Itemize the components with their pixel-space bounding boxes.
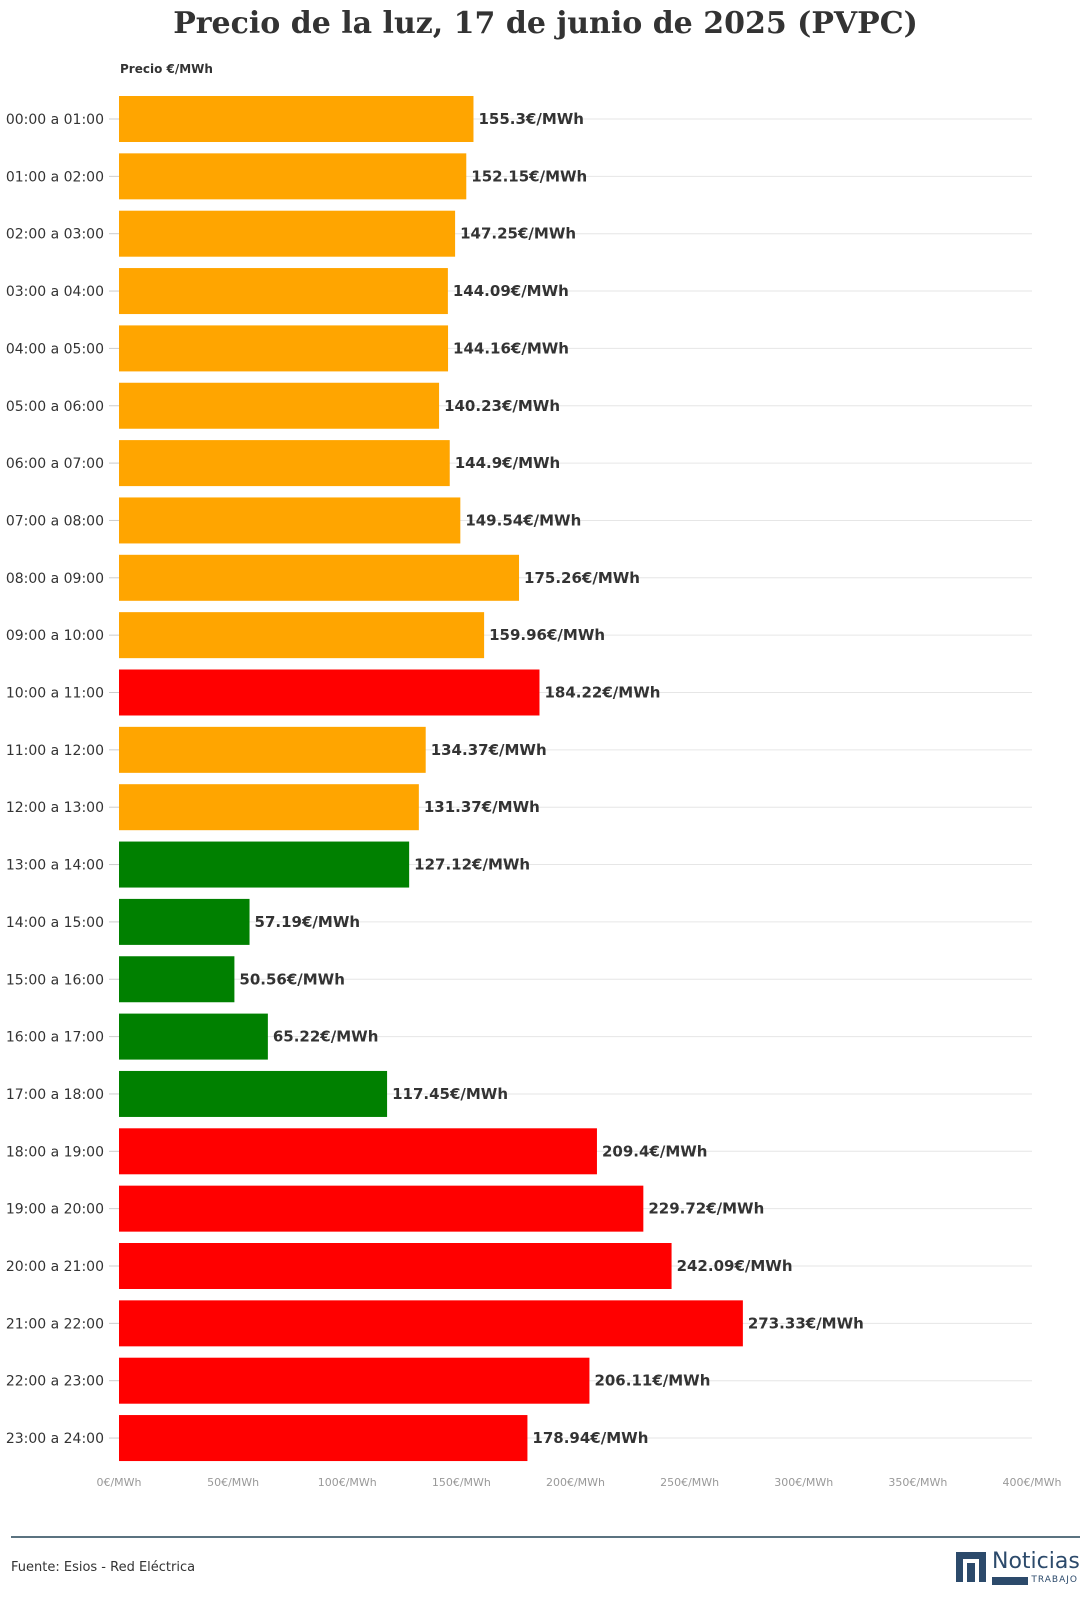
category-label: 04:00 a 05:00 [6,341,104,357]
bar [119,612,485,659]
data-label: 184.22€/MWh [544,684,660,702]
x-tick-label: 250€/MWh [660,1476,719,1489]
data-label: 131.37€/MWh [424,798,540,816]
bar [119,1128,597,1175]
bar [119,1243,672,1289]
data-label: 229.72€/MWh [648,1200,764,1218]
category-label: 19:00 a 20:00 [6,1202,104,1218]
x-tick-label: 150€/MWh [432,1476,491,1489]
data-label: 144.09€/MWh [453,282,569,300]
category-label: 10:00 a 11:00 [6,686,104,702]
bar [119,497,461,544]
bar [119,96,474,142]
bar [119,841,410,888]
bar [119,726,426,773]
category-label: 23:00 a 24:00 [6,1431,104,1447]
y-axis-title: Precio €/MWh [120,62,213,76]
data-label: 147.25€/MWh [460,225,576,243]
logo-icon [956,1552,986,1582]
category-label: 18:00 a 19:00 [6,1144,104,1160]
brand-logo: Noticias TRABAJO [956,1550,1080,1590]
bar [119,669,540,716]
category-label: 00:00 a 01:00 [6,112,104,128]
logo-subtitle: TRABAJO [1028,1575,1078,1586]
logo-name: Noticias [992,1549,1080,1574]
category-label: 01:00 a 02:00 [6,169,104,185]
logo-subtitle-bar: TRABAJO [992,1575,1078,1586]
data-label: 273.33€/MWh [748,1314,864,1332]
x-tick-label: 0€/MWh [96,1476,141,1489]
bar [119,210,456,257]
footer-divider [11,1536,1080,1538]
bar [119,1415,528,1462]
category-label: 20:00 a 21:00 [6,1259,104,1275]
bar [119,554,520,601]
bar [119,325,449,372]
data-label: 159.96€/MWh [489,626,605,644]
data-label: 140.23€/MWh [444,397,560,415]
bar [119,956,235,1003]
data-label: 209.4€/MWh [602,1142,708,1160]
category-label: 22:00 a 23:00 [6,1374,104,1390]
x-tick-label: 100€/MWh [318,1476,377,1489]
category-label: 09:00 a 10:00 [6,628,104,644]
data-label: 152.15€/MWh [471,167,587,185]
data-label: 144.9€/MWh [455,454,561,472]
data-label: 65.22€/MWh [273,1028,379,1046]
x-tick-label: 200€/MWh [546,1476,605,1489]
category-label: 03:00 a 04:00 [6,284,104,300]
category-label: 13:00 a 14:00 [6,858,104,874]
source-note: Fuente: Esios - Red Eléctrica [11,1560,196,1575]
bar [119,153,467,200]
data-label: 155.3€/MWh [478,110,584,128]
category-label: 15:00 a 16:00 [6,972,104,988]
bar [119,1013,268,1060]
category-label: 11:00 a 12:00 [6,743,104,759]
x-tick-label: 350€/MWh [888,1476,947,1489]
category-label: 17:00 a 18:00 [6,1087,104,1103]
bar [119,440,450,487]
bar [119,784,419,831]
bar [119,1357,590,1404]
data-label: 57.19€/MWh [255,913,361,931]
data-label: 134.37€/MWh [431,741,547,759]
bar [119,898,250,945]
data-label: 127.12€/MWh [414,856,530,874]
category-label: 05:00 a 06:00 [6,399,104,415]
category-label: 02:00 a 03:00 [6,227,104,243]
data-label: 149.54€/MWh [465,511,581,529]
category-label: 21:00 a 22:00 [6,1316,104,1332]
data-label: 117.45€/MWh [392,1085,508,1103]
bar [119,1185,644,1232]
data-label: 206.11€/MWh [594,1372,710,1390]
data-label: 242.09€/MWh [677,1257,793,1275]
data-label: 175.26€/MWh [524,569,640,587]
bar [119,1300,743,1347]
bar [119,268,448,315]
bar [119,382,440,429]
category-label: 16:00 a 17:00 [6,1030,104,1046]
category-label: 12:00 a 13:00 [6,800,104,816]
data-label: 144.16€/MWh [453,339,569,357]
chart-title: Precio de la luz, 17 de junio de 2025 (P… [173,6,918,41]
data-label: 178.94€/MWh [532,1429,648,1447]
x-tick-label: 300€/MWh [774,1476,833,1489]
data-label: 50.56€/MWh [239,970,345,988]
category-label: 06:00 a 07:00 [6,456,104,472]
bar-chart: 00:00 a 01:00 155.3€/MWh 01:00 a 02:00 152.… [6,96,1062,1489]
x-tick-label: 50€/MWh [207,1476,259,1489]
x-tick-label: 400€/MWh [1002,1476,1061,1489]
category-label: 08:00 a 09:00 [6,571,104,587]
category-label: 07:00 a 08:00 [6,513,104,529]
bar [119,1070,388,1117]
category-label: 14:00 a 15:00 [6,915,104,931]
